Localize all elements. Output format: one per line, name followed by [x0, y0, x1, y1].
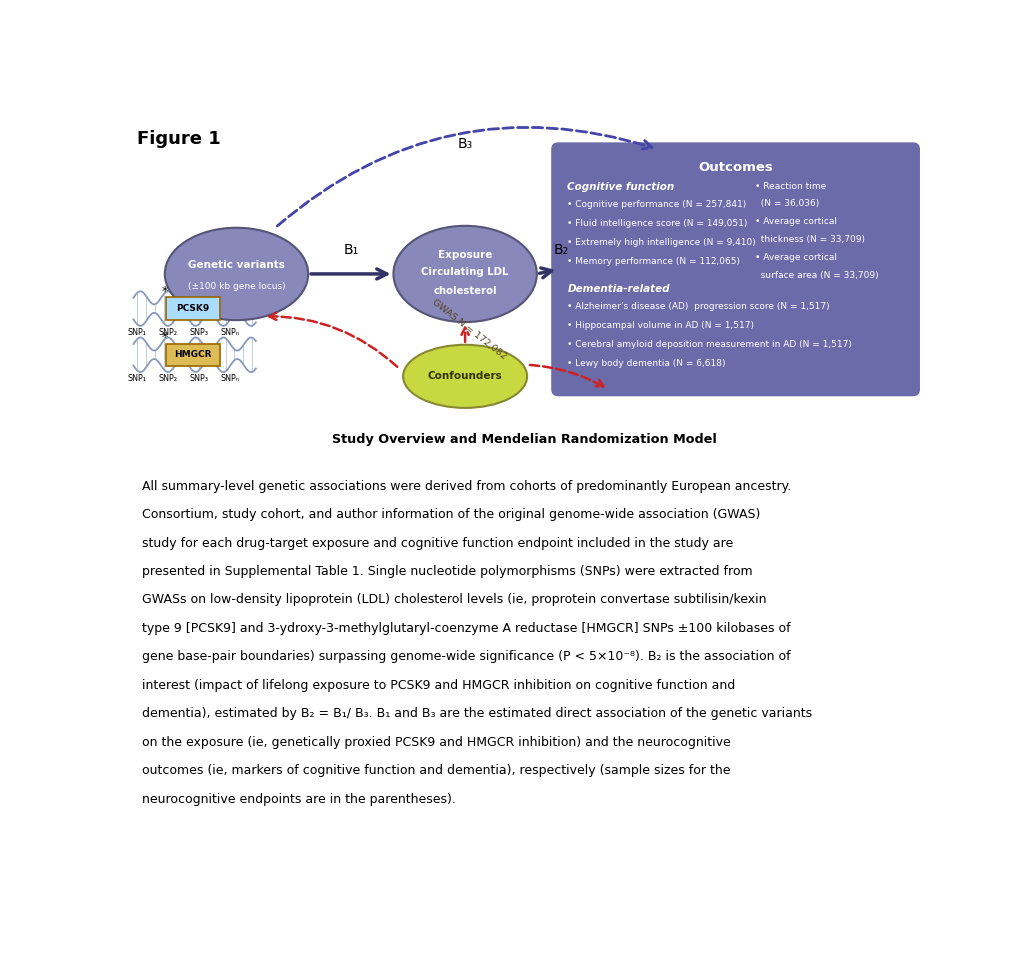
Text: outcomes (ie, markers of cognitive function and dementia), respectively (sample : outcomes (ie, markers of cognitive funct…	[142, 764, 730, 777]
Text: • Cerebral amyloid deposition measurement in AD (N = 1,517): • Cerebral amyloid deposition measuremen…	[567, 340, 852, 349]
Text: • Memory performance (N = 112,065): • Memory performance (N = 112,065)	[567, 257, 740, 266]
FancyBboxPatch shape	[552, 143, 920, 396]
Ellipse shape	[165, 228, 308, 320]
FancyBboxPatch shape	[166, 297, 220, 320]
Text: cholesterol: cholesterol	[433, 285, 497, 296]
Text: (N = 36,036): (N = 36,036)	[755, 200, 819, 209]
Text: B₁: B₁	[343, 243, 358, 257]
Text: SNP₂: SNP₂	[158, 328, 177, 337]
Text: Study Overview and Mendelian Randomization Model: Study Overview and Mendelian Randomizati…	[333, 433, 717, 446]
FancyBboxPatch shape	[166, 344, 220, 366]
Text: SNP₁: SNP₁	[127, 328, 146, 337]
Text: Figure 1: Figure 1	[137, 130, 221, 148]
Text: type 9 [PCSK9] and 3-ydroxy-3-methylglutaryl-coenzyme A reductase [HMGCR] SNPs ±: type 9 [PCSK9] and 3-ydroxy-3-methylglut…	[142, 622, 791, 635]
Ellipse shape	[403, 345, 527, 407]
Text: GWASs on low-density lipoprotein (LDL) cholesterol levels (ie, proprotein conver: GWASs on low-density lipoprotein (LDL) c…	[142, 594, 766, 606]
Text: (±100 kb gene locus): (±100 kb gene locus)	[187, 282, 286, 291]
Text: *: *	[162, 285, 168, 298]
Text: *: *	[162, 332, 168, 344]
Text: thickness (N = 33,709): thickness (N = 33,709)	[755, 235, 865, 244]
Text: SNPₙ: SNPₙ	[220, 328, 239, 337]
FancyArrowPatch shape	[278, 127, 652, 226]
Text: Exposure: Exposure	[438, 250, 493, 259]
Text: Dementia-related: Dementia-related	[567, 283, 670, 293]
FancyArrowPatch shape	[462, 328, 469, 342]
Text: SNP₂: SNP₂	[158, 374, 177, 383]
Text: Cognitive function: Cognitive function	[567, 182, 675, 191]
Text: on the exposure (ie, genetically proxied PCSK9 and HMGCR inhibition) and the neu: on the exposure (ie, genetically proxied…	[142, 736, 731, 749]
Text: Circulating LDL: Circulating LDL	[422, 267, 509, 278]
Text: B₃: B₃	[458, 136, 473, 151]
Text: gene base-pair boundaries) surpassing genome-wide significance (P < 5×10⁻⁸). B₂ : gene base-pair boundaries) surpassing ge…	[142, 651, 791, 663]
Text: • Fluid intelligence score (N = 149,051): • Fluid intelligence score (N = 149,051)	[567, 219, 748, 229]
FancyArrowPatch shape	[269, 312, 397, 367]
Text: Consortium, study cohort, and author information of the original genome-wide ass: Consortium, study cohort, and author inf…	[142, 508, 761, 521]
Ellipse shape	[393, 226, 537, 322]
Text: • Extremely high intelligence (N = 9,410): • Extremely high intelligence (N = 9,410…	[567, 238, 756, 247]
Text: • Average cortical: • Average cortical	[755, 217, 838, 227]
Text: • Reaction time: • Reaction time	[755, 182, 826, 190]
Text: Outcomes: Outcomes	[698, 160, 773, 174]
Text: HMGCR: HMGCR	[174, 351, 212, 359]
Text: presented in Supplemental Table 1. Single nucleotide polymorphisms (SNPs) were e: presented in Supplemental Table 1. Singl…	[142, 565, 753, 578]
Text: • Lewy body dementia (N = 6,618): • Lewy body dementia (N = 6,618)	[567, 359, 726, 368]
Text: surface area (N = 33,709): surface area (N = 33,709)	[755, 271, 879, 281]
Text: interest (impact of lifelong exposure to PCSK9 and HMGCR inhibition on cognitive: interest (impact of lifelong exposure to…	[142, 679, 735, 692]
Text: SNP₁: SNP₁	[127, 374, 146, 383]
Text: Confounders: Confounders	[428, 371, 503, 382]
Text: PCSK9: PCSK9	[176, 304, 210, 313]
Text: • Average cortical: • Average cortical	[755, 254, 838, 262]
Text: B₂: B₂	[554, 243, 569, 257]
Text: • Hippocampal volume in AD (N = 1,517): • Hippocampal volume in AD (N = 1,517)	[567, 321, 755, 331]
Text: SNPₙ: SNPₙ	[220, 374, 239, 383]
Text: study for each drug-target exposure and cognitive function endpoint included in : study for each drug-target exposure and …	[142, 536, 733, 550]
Text: • Cognitive performance (N = 257,841): • Cognitive performance (N = 257,841)	[567, 201, 746, 209]
Text: SNP₃: SNP₃	[189, 328, 208, 337]
Text: • Alzheimer’s disease (AD)  progression score (N = 1,517): • Alzheimer’s disease (AD) progression s…	[567, 303, 830, 311]
Text: GWAS N = 172,082: GWAS N = 172,082	[430, 298, 508, 361]
Text: All summary-level genetic associations were derived from cohorts of predominantl: All summary-level genetic associations w…	[142, 480, 792, 493]
Text: SNP₃: SNP₃	[189, 374, 208, 383]
Text: neurocognitive endpoints are in the parentheses).: neurocognitive endpoints are in the pare…	[142, 793, 456, 806]
FancyArrowPatch shape	[529, 365, 604, 386]
Text: dementia), estimated by B₂ = B₁/ B₃. B₁ and B₃ are the estimated direct associat: dementia), estimated by B₂ = B₁/ B₃. B₁ …	[142, 707, 812, 721]
Text: Genetic variants: Genetic variants	[188, 259, 285, 270]
